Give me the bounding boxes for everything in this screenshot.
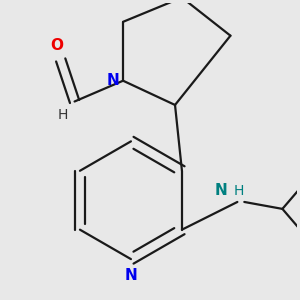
Text: N: N xyxy=(107,73,120,88)
Text: H: H xyxy=(57,108,68,122)
Text: N: N xyxy=(214,184,227,199)
Text: O: O xyxy=(51,38,64,53)
Text: N: N xyxy=(124,268,137,283)
Text: H: H xyxy=(234,184,244,199)
